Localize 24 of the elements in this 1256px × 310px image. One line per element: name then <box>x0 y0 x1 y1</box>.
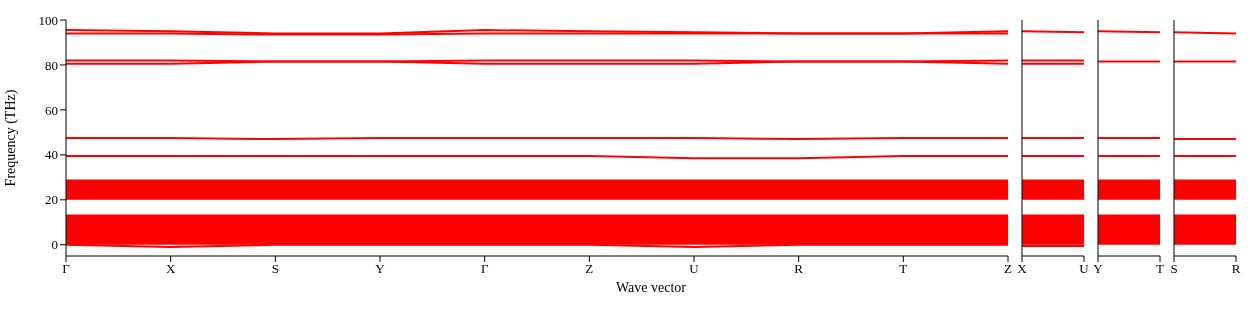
x-tick-label: U <box>1079 261 1090 277</box>
x-tick-label: Y <box>1093 261 1104 277</box>
y-tick-label: 60 <box>45 102 58 118</box>
x-tick-label: Y <box>375 261 386 277</box>
x-tick-label: Z <box>585 261 594 277</box>
x-tick-label: S <box>271 261 279 277</box>
x-tick-label: T <box>1156 261 1165 277</box>
y-tick-label: 100 <box>38 12 58 28</box>
y-tick-label: 20 <box>45 192 58 208</box>
x-tick-label: Z <box>1004 261 1013 277</box>
x-tick-label: X <box>165 261 176 277</box>
y-axis-title: Frequency (THz) <box>2 89 19 187</box>
x-tick-label: X <box>1017 261 1028 277</box>
x-tick-label: S <box>1170 261 1178 277</box>
x-tick-label: R <box>1231 261 1241 277</box>
y-tick-label: 80 <box>45 57 58 73</box>
x-tick-label: T <box>899 261 908 277</box>
x-tick-label: U <box>689 261 700 277</box>
x-tick-label: R <box>794 261 804 277</box>
x-tick-label: Γ <box>62 261 71 277</box>
x-tick-label: Γ <box>480 261 489 277</box>
x-axis-title: Wave vector <box>616 279 687 295</box>
y-tick-label: 40 <box>45 147 58 163</box>
y-tick-label: 0 <box>51 237 58 253</box>
